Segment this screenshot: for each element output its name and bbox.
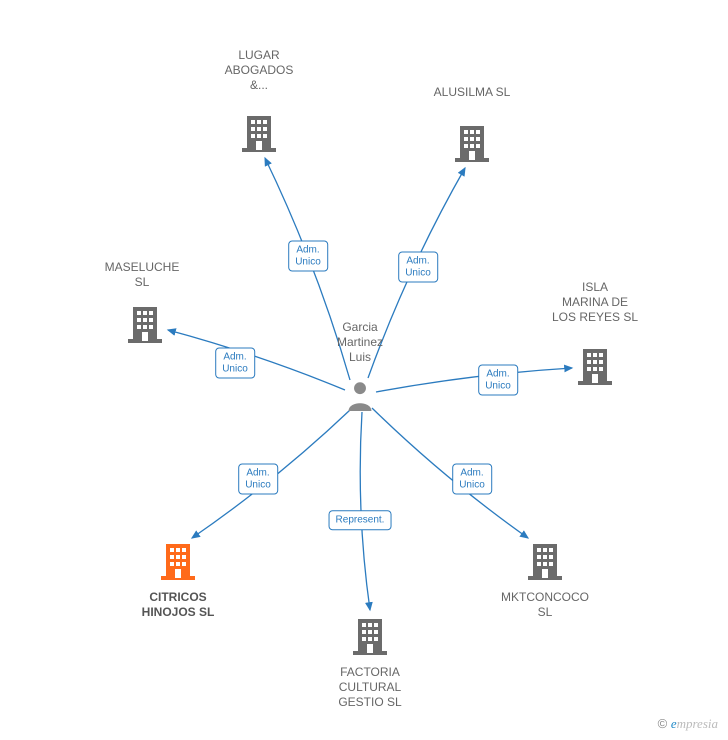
company-label: ISLA MARINA DE LOS REYES SL <box>552 280 638 325</box>
network-diagram: Garcia Martinez Luis LUGAR ABOGADOS &... <box>0 0 728 740</box>
building-icon <box>578 345 612 385</box>
company-label: MKTCONCOCO SL <box>501 590 589 620</box>
watermark: © empresia <box>658 716 718 732</box>
person-icon <box>346 379 374 411</box>
relationship-edge <box>376 368 572 392</box>
company-label: MASELUCHE SL <box>105 260 180 290</box>
building-icon <box>455 122 489 162</box>
company-label: CITRICOS HINOJOS SL <box>142 590 215 620</box>
building-icon <box>353 615 387 655</box>
relationship-label: Adm. Unico <box>238 464 278 495</box>
building-icon <box>242 112 276 152</box>
company-label: LUGAR ABOGADOS &... <box>225 48 294 93</box>
relationship-label: Adm. Unico <box>452 464 492 495</box>
brand-rest: mpresia <box>677 716 718 731</box>
company-label: FACTORIA CULTURAL GESTIO SL <box>338 665 401 710</box>
relationship-label: Adm. Unico <box>215 348 255 379</box>
relationship-label: Adm. Unico <box>288 241 328 272</box>
center-person-label: Garcia Martinez Luis <box>337 320 383 365</box>
relationship-label: Adm. Unico <box>478 365 518 396</box>
copyright-symbol: © <box>658 716 668 731</box>
relationship-label: Represent. <box>329 510 392 530</box>
building-icon <box>161 540 195 580</box>
relationship-edge <box>168 330 345 390</box>
building-icon <box>128 303 162 343</box>
building-icon <box>528 540 562 580</box>
relationship-label: Adm. Unico <box>398 252 438 283</box>
relationship-edge <box>372 408 528 538</box>
company-label: ALUSILMA SL <box>434 85 511 100</box>
